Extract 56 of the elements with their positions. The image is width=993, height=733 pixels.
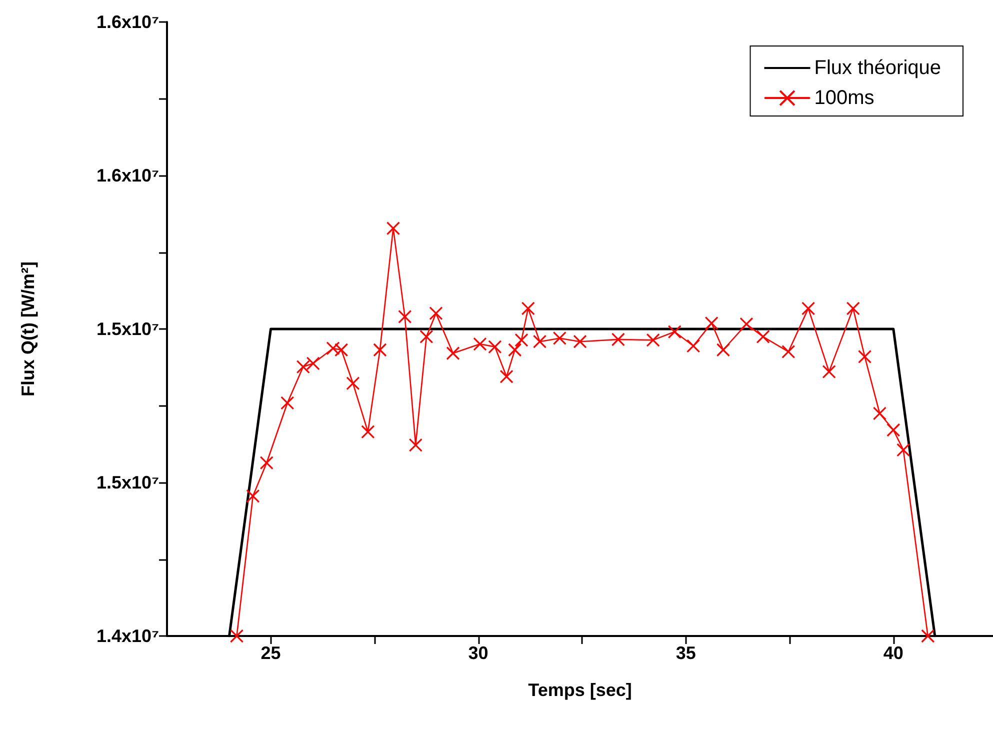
- point: [361, 425, 375, 439]
- point: [488, 340, 502, 354]
- point: [532, 334, 547, 348]
- point: [514, 333, 528, 347]
- x-tick-label: 40: [883, 643, 904, 663]
- point: [716, 343, 730, 357]
- point: [334, 343, 348, 357]
- point: [408, 438, 422, 452]
- point: [508, 343, 522, 357]
- point: [296, 360, 310, 374]
- y-tick-label: 1.5x10⁷: [96, 472, 159, 492]
- point: [552, 331, 566, 346]
- point: [420, 330, 434, 344]
- x-tick-label: 35: [676, 643, 696, 663]
- point: [446, 346, 460, 360]
- point: [373, 343, 387, 357]
- point: [858, 350, 872, 364]
- x-axis-title: Temps [sec]: [528, 680, 632, 700]
- y-axis-title: Flux Q(t) [W/m²]: [18, 262, 38, 396]
- y-tick-label: 1.4x10⁷: [96, 626, 159, 646]
- x-tick-label: 30: [468, 643, 488, 663]
- point: [886, 423, 900, 437]
- point: [801, 302, 816, 316]
- point: [386, 222, 400, 236]
- point: [846, 302, 860, 316]
- point: [473, 337, 487, 351]
- point: [326, 342, 340, 356]
- point: [230, 629, 244, 643]
- legend-label: 100ms: [814, 87, 874, 109]
- point: [756, 330, 770, 344]
- point: [740, 317, 754, 331]
- y-tick-label: 1.5x10⁷: [96, 319, 159, 339]
- point: [822, 364, 836, 378]
- point: [646, 333, 660, 347]
- point: [896, 443, 910, 457]
- legend-label: Flux théorique: [814, 57, 942, 79]
- point: [782, 344, 796, 359]
- point: [429, 306, 443, 320]
- point: [346, 376, 360, 390]
- point: [260, 456, 274, 470]
- point: [611, 332, 625, 346]
- point: [921, 629, 935, 643]
- point: [704, 316, 718, 330]
- point: [280, 396, 294, 410]
- point: [686, 339, 700, 353]
- point: [246, 489, 260, 503]
- point: [306, 356, 320, 370]
- point: [500, 370, 514, 384]
- point: [573, 334, 587, 348]
- point: [872, 406, 886, 420]
- y-tick-label: 1.6x10⁷: [96, 166, 159, 186]
- y-tick-label: 1.6x10⁷: [96, 12, 159, 32]
- x-tick-label: 25: [260, 643, 281, 663]
- point: [668, 324, 682, 339]
- point: [521, 302, 535, 316]
- point: [398, 310, 412, 324]
